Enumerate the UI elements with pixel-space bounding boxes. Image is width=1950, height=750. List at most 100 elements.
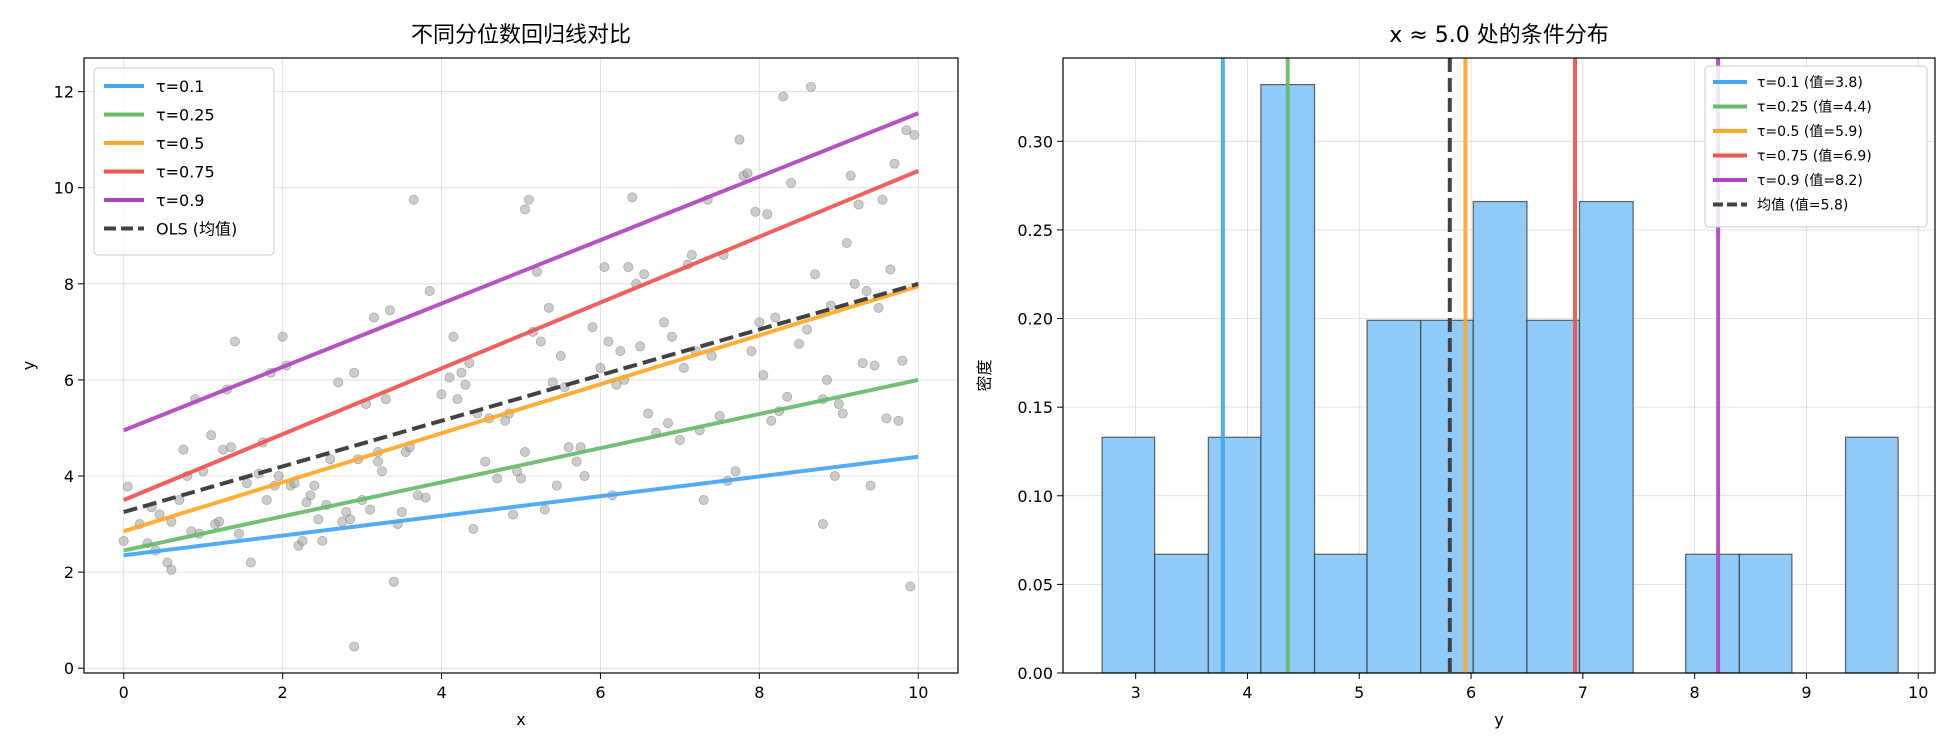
left-y-axis-label: y	[19, 361, 38, 370]
scatter-point	[225, 442, 236, 453]
scatter-point	[849, 278, 860, 289]
left-chart-title: 不同分位数回归线对比	[411, 23, 631, 48]
histogram-bar	[1101, 436, 1156, 674]
scatter-point	[901, 125, 912, 136]
scatter-point	[666, 331, 677, 342]
scatter-point	[766, 415, 777, 426]
scatter-point	[837, 408, 848, 419]
scatter-point	[881, 413, 892, 424]
regression-line	[123, 377, 919, 553]
histogram-bar	[1738, 553, 1793, 674]
left-y-ticks: 0 2 4 6 8 10 12	[54, 83, 84, 678]
scatter-point	[643, 408, 654, 419]
histogram-bar	[1526, 319, 1581, 674]
scatter-point	[166, 564, 177, 575]
scatter-point	[519, 446, 530, 457]
scatter-point	[885, 264, 896, 275]
right-quantile-lines	[1220, 58, 1721, 673]
scatter-point	[523, 194, 534, 205]
right-y-tick-label: 0.30	[1017, 132, 1053, 151]
scatter-point	[841, 237, 852, 248]
right-x-tick-label: 3	[1131, 683, 1141, 702]
left-regression-lines	[122, 111, 920, 558]
scatter-point	[214, 516, 225, 527]
scatter-point	[571, 456, 582, 467]
right-legend-label: τ=0.5 (值=5.9)	[1757, 124, 1863, 140]
scatter-point	[802, 324, 813, 335]
left-x-tick-label: 8	[754, 683, 764, 702]
scatter-point	[229, 336, 240, 347]
scatter-point	[233, 528, 244, 539]
scatter-point	[639, 269, 650, 280]
histogram-bar	[1207, 436, 1262, 674]
right-histogram-bars	[1101, 83, 1899, 674]
scatter-point	[730, 466, 741, 477]
left-axes-frame	[83, 57, 959, 674]
left-y-tick-label: 6	[64, 371, 74, 390]
left-x-tick-label: 4	[436, 683, 446, 702]
histogram-bar	[1685, 553, 1740, 674]
left-x-tick-label: 2	[278, 683, 288, 702]
scatter-point	[750, 206, 761, 217]
scatter-point	[778, 91, 789, 102]
right-y-tick-label: 0.10	[1017, 487, 1053, 506]
scatter-point	[519, 204, 530, 215]
scatter-point	[468, 523, 479, 534]
right-y-tick-label: 0.05	[1017, 575, 1053, 594]
scatter-point	[317, 535, 328, 546]
histogram-bar	[1578, 200, 1634, 674]
histogram-bar	[1313, 553, 1368, 674]
scatter-point	[309, 480, 320, 491]
scatter-point	[388, 576, 399, 587]
right-x-tick-label: 8	[1690, 683, 1700, 702]
scatter-point	[372, 456, 383, 467]
left-legend-label: τ=0.1	[156, 77, 204, 96]
scatter-point	[174, 495, 185, 506]
right-x-ticks: 3 4 5 6 7 8 9 10	[1131, 673, 1928, 702]
right-x-tick-label: 5	[1354, 683, 1364, 702]
scatter-point	[547, 377, 558, 388]
scatter-point	[714, 410, 725, 421]
scatter-point	[551, 480, 562, 491]
scatter-point	[905, 581, 916, 592]
scatter-point	[452, 394, 463, 405]
scatter-point	[806, 81, 817, 92]
scatter-point	[909, 129, 920, 140]
scatter-point	[460, 379, 471, 390]
scatter-point	[420, 492, 431, 503]
scatter-point	[122, 481, 133, 492]
scatter-point	[686, 249, 697, 260]
scatter-point	[809, 269, 820, 280]
conditional-distribution-panel: x ≈ 5.0 处的条件分布 3 4 5 6 7 8 9 10 0.00 0.05 0.10 0.1…	[975, 23, 1936, 729]
right-y-tick-label: 0.00	[1017, 664, 1053, 683]
right-x-tick-label: 10	[1908, 683, 1928, 702]
scatter-point	[178, 444, 189, 455]
scatter-point	[897, 355, 908, 366]
scatter-point	[456, 367, 467, 378]
scatter-point	[436, 389, 447, 400]
left-y-tick-label: 10	[54, 179, 74, 198]
scatter-point	[313, 514, 324, 525]
scatter-point	[865, 480, 876, 491]
right-y-tick-label: 0.20	[1017, 310, 1053, 329]
scatter-point	[579, 471, 590, 482]
scatter-point	[861, 286, 872, 297]
scatter-point	[674, 434, 685, 445]
histogram-bar	[1154, 553, 1209, 674]
scatter-point	[829, 471, 840, 482]
scatter-point	[349, 641, 360, 652]
right-y-ticks: 0.00 0.05 0.10 0.15 0.20 0.25 0.30	[1017, 132, 1063, 683]
right-legend-label: τ=0.75 (值=6.9)	[1757, 149, 1872, 165]
right-legend: τ=0.1 (值=3.8) τ=0.25 (值=4.4) τ=0.5 (值=5.9)…	[1704, 65, 1928, 228]
right-axes-frame	[1062, 57, 1936, 674]
scatter-point	[599, 262, 610, 273]
scatter-point	[698, 495, 709, 506]
scatter-point	[380, 394, 391, 405]
scatter-point	[754, 317, 765, 328]
histogram-bar	[1844, 436, 1899, 674]
scatter-point	[516, 473, 527, 484]
regression-line	[122, 169, 920, 502]
scatter-point	[384, 305, 395, 316]
left-legend-label: τ=0.75	[156, 163, 215, 182]
